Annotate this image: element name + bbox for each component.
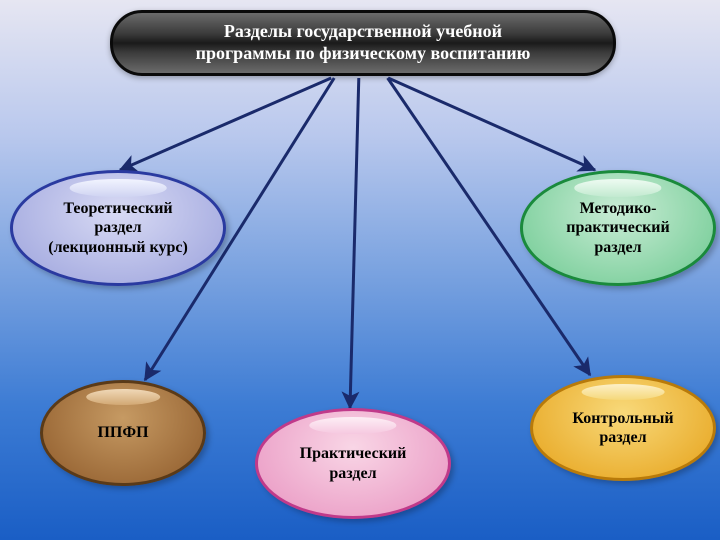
node-methodical: Методико-практический раздел [520,170,716,286]
node-label-methodical: Методико-практический раздел [558,199,678,257]
node-label-line: практический [566,219,670,236]
node-highlight [70,179,167,197]
node-label-line: раздел [94,219,141,236]
node-practical: Практический раздел [255,408,451,519]
node-label-control: Контрольный раздел [564,409,681,447]
node-label-line: (лекционный курс) [48,239,188,256]
node-highlight [574,179,661,197]
node-control: Контрольный раздел [530,375,716,481]
node-label-practical: Практический раздел [292,444,415,482]
node-label-line: Методико- [580,200,657,217]
node-highlight [86,389,160,405]
node-label-line: Теоретический [63,200,172,217]
node-label-line: Контрольный [572,410,673,427]
arrow-to-methodical [388,78,595,170]
arrow-to-practical [350,78,359,408]
node-label-line: Практический [300,445,407,462]
node-label-line: раздел [594,239,641,256]
header-line1: Разделы государственной учебной [224,21,502,41]
node-label-ppfp: ППФП [89,423,156,442]
node-theoretical: Теоретический раздел (лекционный курс) [10,170,226,286]
node-label-theoretical: Теоретический раздел (лекционный курс) [40,199,196,257]
node-label-line: раздел [329,465,376,482]
header-text: Разделы государственной учебной программ… [196,21,531,64]
header-line2: программы по физическому воспитанию [196,43,531,63]
node-label-line: раздел [599,429,646,446]
arrow-to-theoretical [120,78,331,170]
node-highlight [582,384,665,400]
node-ppfp: ППФП [40,380,206,486]
node-highlight [309,417,396,434]
header-box: Разделы государственной учебной программ… [110,10,616,76]
node-label-line: ППФП [97,424,148,441]
